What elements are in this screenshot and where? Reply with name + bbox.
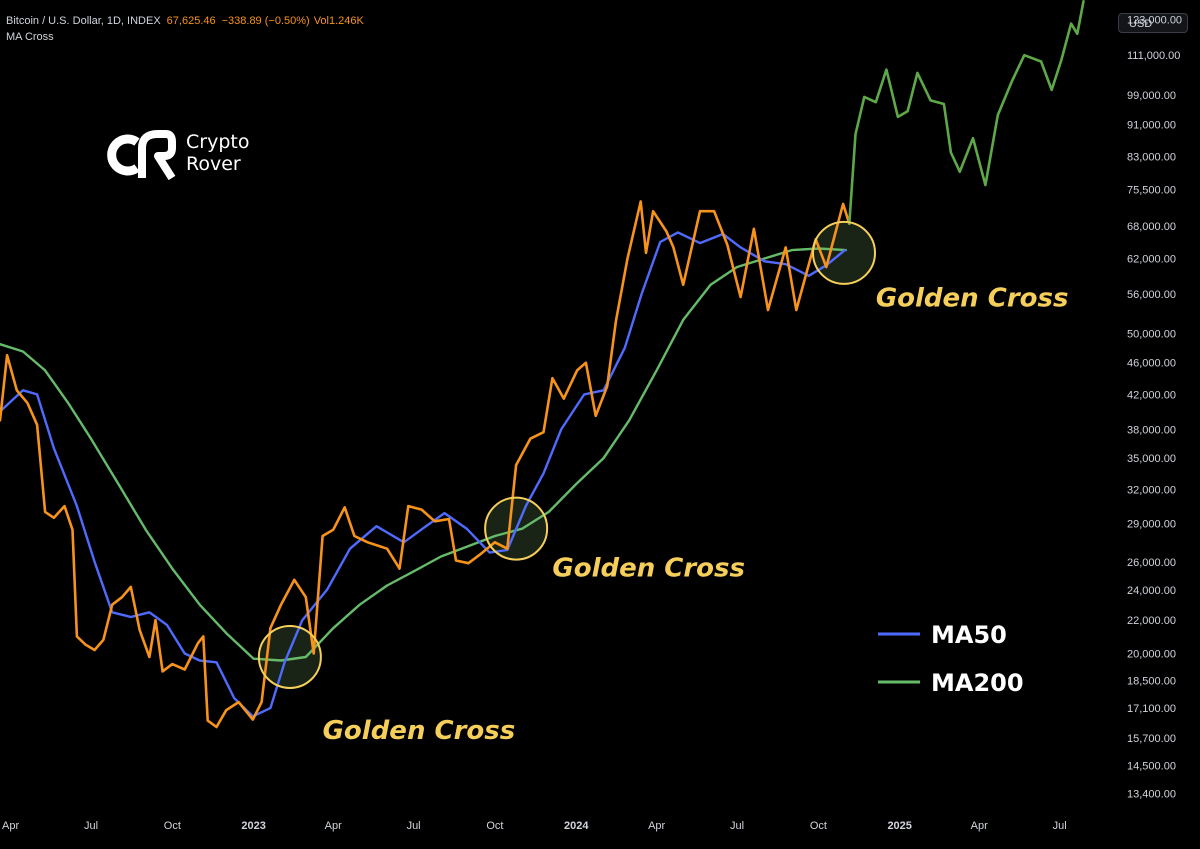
y-tick-label: 15,700.00 (1127, 733, 1176, 745)
x-tick-label: Jul (84, 820, 98, 832)
y-tick-label: 24,000.00 (1127, 585, 1176, 597)
ma200-line (0, 247, 847, 662)
golden-cross-circle (812, 220, 877, 285)
golden-cross-label: Golden Cross (876, 284, 1069, 314)
y-tick-label: 111,000.00 (1127, 50, 1180, 62)
y-tick-label: 42,000.00 (1127, 389, 1176, 401)
logo-text-line2: Rover (186, 153, 241, 175)
x-axis: Apr Jul Oct 2023 Apr Jul Oct 2024 Apr Jul Oct 2025 A… (2, 820, 1067, 832)
y-tick-label: 14,500.00 (1127, 761, 1176, 773)
x-tick-label: 2025 (887, 820, 911, 832)
y-tick-label: 35,000.00 (1127, 453, 1176, 465)
chart-header: Bitcoin / U.S. Dollar, 1D, INDEX 67,625.4… (6, 15, 364, 27)
golden-cross-label: Golden Cross (323, 716, 516, 746)
legend: MA50 MA200 (878, 621, 1024, 697)
y-tick-label: 20,000.00 (1127, 648, 1176, 660)
y-tick-label: 26,000.00 (1127, 557, 1176, 569)
legend-label: MA200 (931, 669, 1024, 697)
last-price: 67,625.46 (166, 15, 216, 27)
golden-cross-circle (257, 624, 322, 689)
series-lines (0, 0, 1085, 729)
x-tick-label: Oct (486, 820, 503, 832)
currency-button[interactable]: USD (1118, 13, 1188, 33)
y-tick-label: 46,000.00 (1127, 358, 1176, 370)
y-tick-label: 56,000.00 (1127, 289, 1176, 301)
indicator-name[interactable]: MA Cross (6, 31, 54, 43)
x-tick-label: Oct (810, 820, 827, 832)
golden-cross-labels: Golden Cross Golden Cross Golden Cross (323, 284, 1069, 746)
logo-mark-icon (107, 130, 176, 181)
symbol-title: Bitcoin / U.S. Dollar, 1D, INDEX (6, 15, 161, 27)
y-tick-label: 13,400.00 (1127, 788, 1176, 800)
y-tick-label: 68,000.00 (1127, 221, 1176, 233)
logo-text-line1: Crypto (186, 131, 250, 153)
y-tick-label: 123,000.00 (1127, 14, 1182, 26)
y-tick-label: 83,000.00 (1127, 152, 1176, 164)
y-tick-label: 62,000.00 (1127, 253, 1176, 265)
price-line (0, 200, 851, 729)
y-tick-label: 32,000.00 (1127, 484, 1176, 496)
golden-cross-circle-fill (258, 625, 321, 688)
golden-cross-circle (484, 496, 549, 561)
x-tick-label: 2024 (564, 820, 589, 832)
y-tick-label: 75,500.00 (1127, 185, 1176, 197)
x-tick-label: Apr (325, 820, 342, 832)
x-tick-label: Oct (164, 820, 181, 832)
y-tick-label: 50,000.00 (1127, 329, 1176, 341)
legend-label: MA50 (931, 621, 1007, 649)
x-tick-label: 2023 (241, 820, 265, 832)
golden-cross-rings (257, 220, 877, 689)
y-tick-label: 29,000.00 (1127, 519, 1176, 531)
volume-value: Vol1.246K (313, 15, 364, 27)
x-tick-label: Jul (730, 820, 744, 832)
x-tick-label: Apr (648, 820, 665, 832)
y-tick-label: 38,000.00 (1127, 424, 1176, 436)
y-tick-label: 18,500.00 (1127, 676, 1176, 688)
x-tick-label: Jul (407, 820, 421, 832)
golden-cross-circle-fill (813, 221, 876, 284)
x-tick-label: Apr (971, 820, 988, 832)
y-tick-label: 91,000.00 (1127, 120, 1176, 132)
price-after-line (848, 0, 1085, 225)
crypto-rover-logo: Crypto Rover (106, 128, 306, 182)
price-change: −338.89 (−0.50%) (221, 15, 310, 27)
y-tick-label: 22,000.00 (1127, 615, 1176, 627)
y-axis: 123,000.00 111,000.00 99,000.00 91,000.00 83… (1127, 14, 1182, 800)
x-tick-label: Jul (1053, 820, 1067, 832)
y-tick-label: 99,000.00 (1127, 90, 1176, 102)
ma50-line (0, 231, 847, 718)
x-tick-label: Apr (2, 820, 19, 832)
golden-cross-markers (258, 221, 876, 688)
y-tick-label: 17,100.00 (1127, 703, 1176, 715)
golden-cross-label: Golden Cross (552, 553, 745, 583)
